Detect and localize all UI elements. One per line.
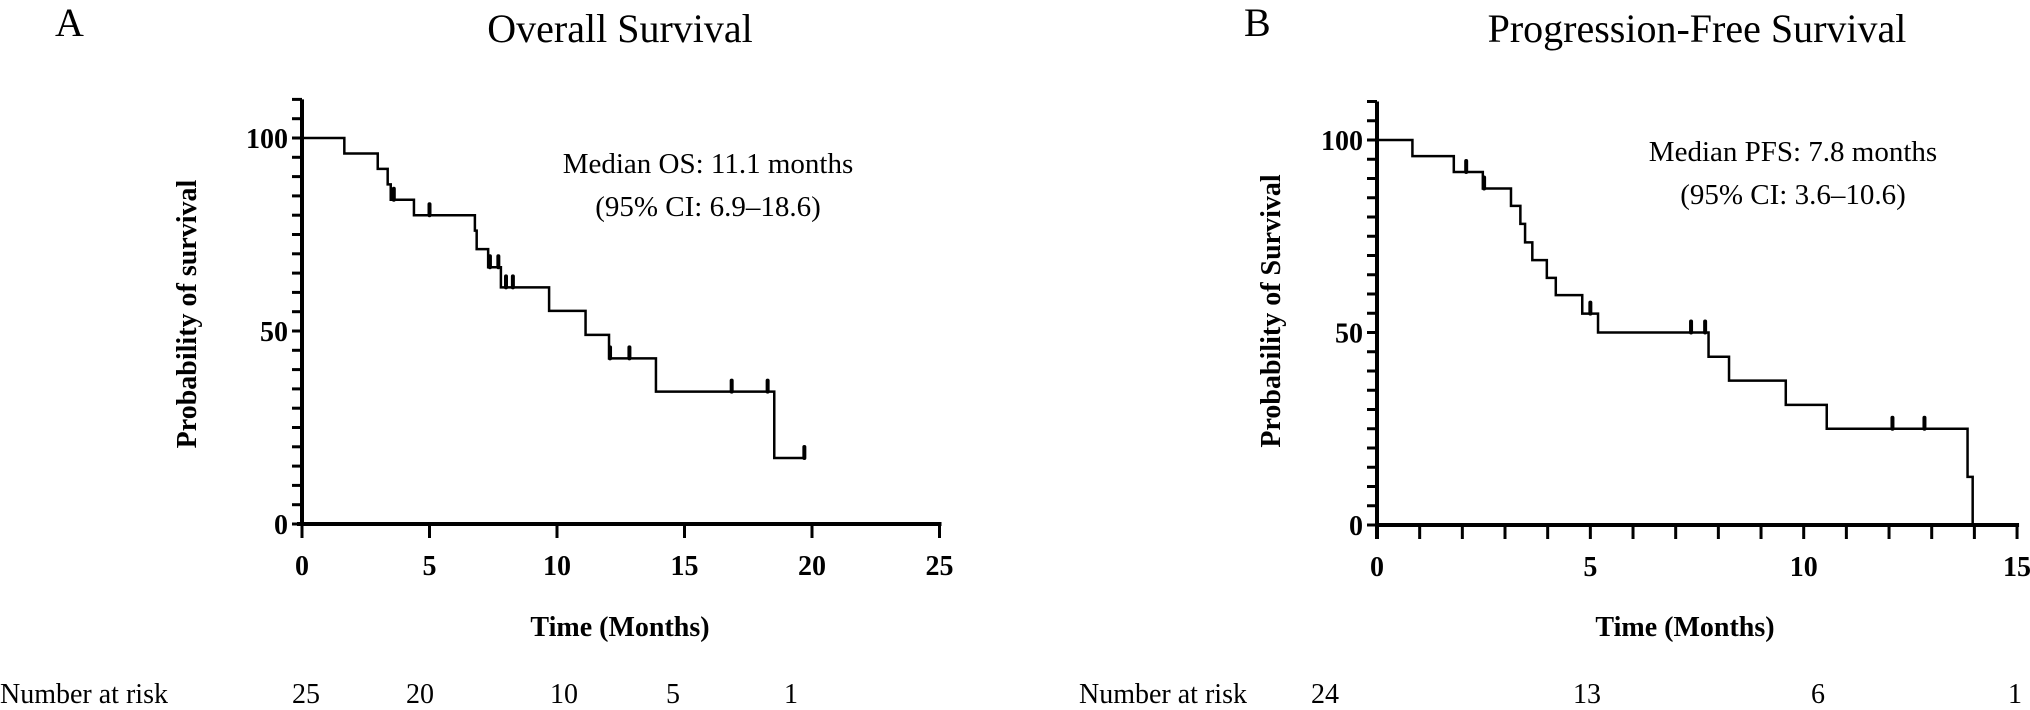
chart-title-b: Progression-Free Survival xyxy=(1488,6,1907,51)
risk-value-a-3: 5 xyxy=(666,679,680,710)
annotation-median-b: Median PFS: 7.8 months xyxy=(1649,136,1937,168)
risk-value-b-3: 1 xyxy=(2008,679,2022,710)
annotation-median-a: Median OS: 11.1 months xyxy=(563,148,854,180)
risk-value-a-0: 25 xyxy=(292,679,320,710)
risk-value-b-2: 6 xyxy=(1811,679,1825,710)
number-at-risk-label-b: Number at risk xyxy=(1079,679,1247,710)
x-axis-label-a: Time (Months) xyxy=(530,612,709,643)
y-tick-label: 0 xyxy=(274,510,288,541)
y-tick-label: 100 xyxy=(1321,126,1363,157)
risk-value-a-1: 20 xyxy=(406,679,434,710)
x-tick-label: 20 xyxy=(798,551,826,582)
risk-value-a-4: 1 xyxy=(784,679,798,710)
annotation-ci-a: (95% CI: 6.9–18.6) xyxy=(595,191,821,223)
x-tick-label: 5 xyxy=(1583,552,1597,583)
x-tick-label: 15 xyxy=(671,551,699,582)
plot-area-a: 0 50 100 0 5 10 15 20 25 xyxy=(246,97,954,582)
x-tick-label: 15 xyxy=(2003,552,2030,583)
survival-curve xyxy=(302,136,805,460)
annotation-ci-b: (95% CI: 3.6–10.6) xyxy=(1680,179,1906,211)
chart-title-a: Overall Survival xyxy=(487,6,753,51)
x-tick-label: 10 xyxy=(1790,552,1818,583)
risk-value-b-1: 13 xyxy=(1573,679,1601,710)
x-tick-label: 0 xyxy=(1370,552,1384,583)
number-at-risk-label-a: Number at risk xyxy=(0,679,168,710)
x-tick-label: 25 xyxy=(926,551,954,582)
x-tick-label: 10 xyxy=(543,551,571,582)
y-tick-label: 0 xyxy=(1349,511,1363,542)
x-tick-label: 5 xyxy=(423,551,437,582)
plot-area-b: 0 50 100 0 5 10 15 xyxy=(1321,100,2030,583)
y-tick-label: 50 xyxy=(260,317,288,348)
panel-label-a: A xyxy=(55,0,84,45)
y-axis-label-b: Probability of Survival xyxy=(1256,174,1287,448)
panel-label-b: B xyxy=(1244,0,1271,45)
y-tick-label: 50 xyxy=(1335,319,1363,350)
risk-value-a-2: 10 xyxy=(550,679,578,710)
risk-value-b-0: 24 xyxy=(1311,679,1339,710)
y-tick-label: 100 xyxy=(246,124,288,155)
x-axis-label-b: Time (Months) xyxy=(1595,612,1774,643)
x-tick-label: 0 xyxy=(295,551,309,582)
y-axis-label-a: Probability of survival xyxy=(172,179,203,448)
